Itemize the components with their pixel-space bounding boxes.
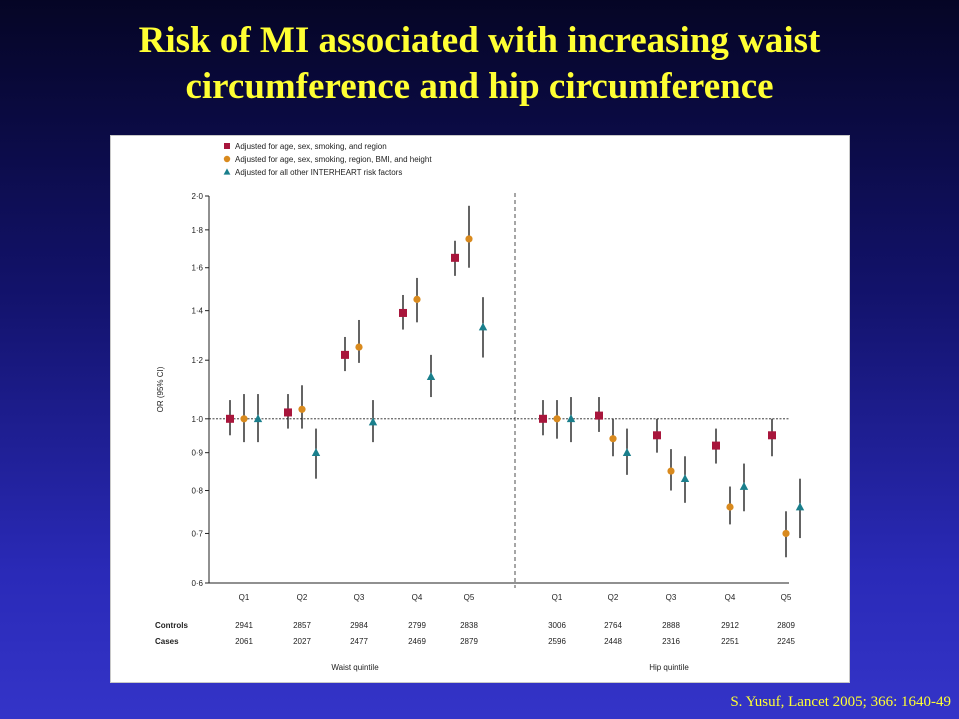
square-marker (653, 431, 661, 440)
x-tick-label: Q4 (412, 593, 423, 602)
square-marker (399, 308, 407, 317)
slide-title-line-1: Risk of MI associated with increasing wa… (138, 20, 821, 61)
triangle-marker (478, 322, 488, 331)
x-tick-label: Q3 (354, 593, 365, 602)
y-tick-label: 1·2 (191, 356, 203, 365)
x-tick-label: Q4 (725, 593, 736, 602)
circle-marker (298, 405, 306, 413)
triangle-marker (426, 372, 436, 380)
square-marker (284, 408, 292, 417)
legend-marker-triangle (223, 168, 231, 175)
x-tick-label: Q5 (464, 593, 475, 602)
triangle-marker (253, 414, 263, 423)
legend-label: Adjusted for age, sex, smoking, region, … (235, 155, 432, 164)
square-marker (595, 411, 603, 420)
y-tick-label: 0·6 (191, 579, 203, 588)
cases-count: 2316 (662, 637, 680, 646)
circle-marker (240, 415, 248, 423)
y-tick-label: 1·8 (191, 226, 203, 235)
controls-count: 2912 (721, 621, 739, 630)
x-tick-label: Q5 (781, 593, 792, 602)
circle-marker (355, 343, 363, 351)
circle-marker (782, 529, 790, 538)
triangle-marker (622, 448, 632, 456)
triangle-marker (739, 482, 749, 490)
y-tick-label: 2·0 (191, 192, 203, 201)
triangle-marker (368, 417, 378, 426)
cases-count: 2477 (350, 637, 368, 646)
legend-marker-square (224, 143, 230, 149)
controls-count: 2764 (604, 621, 622, 630)
cases-count: 2879 (460, 637, 478, 646)
cases-count: 2448 (604, 637, 622, 646)
controls-count: 2799 (408, 621, 426, 630)
controls-count: 2941 (235, 621, 253, 630)
y-tick-label: 0·7 (191, 529, 203, 538)
cases-count: 2469 (408, 637, 426, 646)
group-label: Waist quintile (331, 663, 379, 672)
controls-row-label: Controls (155, 621, 188, 630)
citation: S. Yusuf, Lancet 2005; 366: 1640-49 (730, 694, 951, 710)
controls-count: 2857 (293, 621, 311, 630)
controls-count: 2888 (662, 621, 680, 630)
x-tick-label: Q3 (666, 593, 677, 602)
y-axis-label: OR (95% CI) (156, 366, 165, 412)
circle-marker (726, 503, 734, 511)
square-marker (226, 414, 234, 423)
square-marker (712, 441, 720, 450)
y-tick-label: 1·6 (191, 264, 203, 273)
circle-marker (413, 295, 421, 303)
triangle-marker (566, 414, 576, 423)
y-tick-label: 1·4 (191, 307, 203, 316)
cases-count: 2061 (235, 637, 253, 646)
circle-marker (667, 467, 675, 475)
circle-marker (465, 235, 473, 243)
x-tick-label: Q1 (552, 593, 563, 602)
forest-plot: 0·6 0·7 0·8 0·9 1·0 1·2 1·4 1·6 1·8 2·0 OR (95% CI… (155, 142, 805, 672)
cases-count: 2251 (721, 637, 739, 646)
y-tick-label: 0·8 (191, 487, 203, 496)
legend-label: Adjusted for age, sex, smoking, and regi… (235, 142, 387, 151)
x-tick-label: Q2 (608, 593, 619, 602)
square-marker (539, 414, 547, 423)
circle-marker (609, 435, 617, 443)
x-tick-label: Q2 (297, 593, 308, 602)
triangle-marker (795, 502, 805, 511)
triangle-marker (311, 448, 321, 456)
controls-count: 2984 (350, 621, 368, 630)
y-tick-label: 0·9 (191, 449, 203, 458)
legend-label: Adjusted for all other INTERHEART risk f… (235, 168, 402, 177)
square-marker (451, 253, 459, 262)
controls-count: 2838 (460, 621, 478, 630)
controls-count: 2809 (777, 621, 795, 630)
square-marker (341, 350, 349, 359)
cases-count: 2245 (777, 637, 795, 646)
circle-marker (553, 415, 561, 423)
legend-marker-circle (223, 155, 231, 163)
figure-panel: 0·6 0·7 0·8 0·9 1·0 1·2 1·4 1·6 1·8 2·0 OR (95% CI… (110, 135, 850, 683)
slide-title: Risk of MI associated with increasing wa… (0, 18, 959, 110)
group-label: Hip quintile (649, 663, 689, 672)
triangle-marker (680, 474, 690, 482)
cases-row-label: Cases (155, 637, 179, 646)
controls-count: 3006 (548, 621, 566, 630)
cases-count: 2027 (293, 637, 311, 646)
slide-title-line-2: circumference and hip circumference (185, 66, 774, 107)
cases-count: 2596 (548, 637, 566, 646)
y-tick-label: 1·0 (191, 415, 203, 424)
x-tick-label: Q1 (239, 593, 250, 602)
square-marker (768, 431, 776, 440)
